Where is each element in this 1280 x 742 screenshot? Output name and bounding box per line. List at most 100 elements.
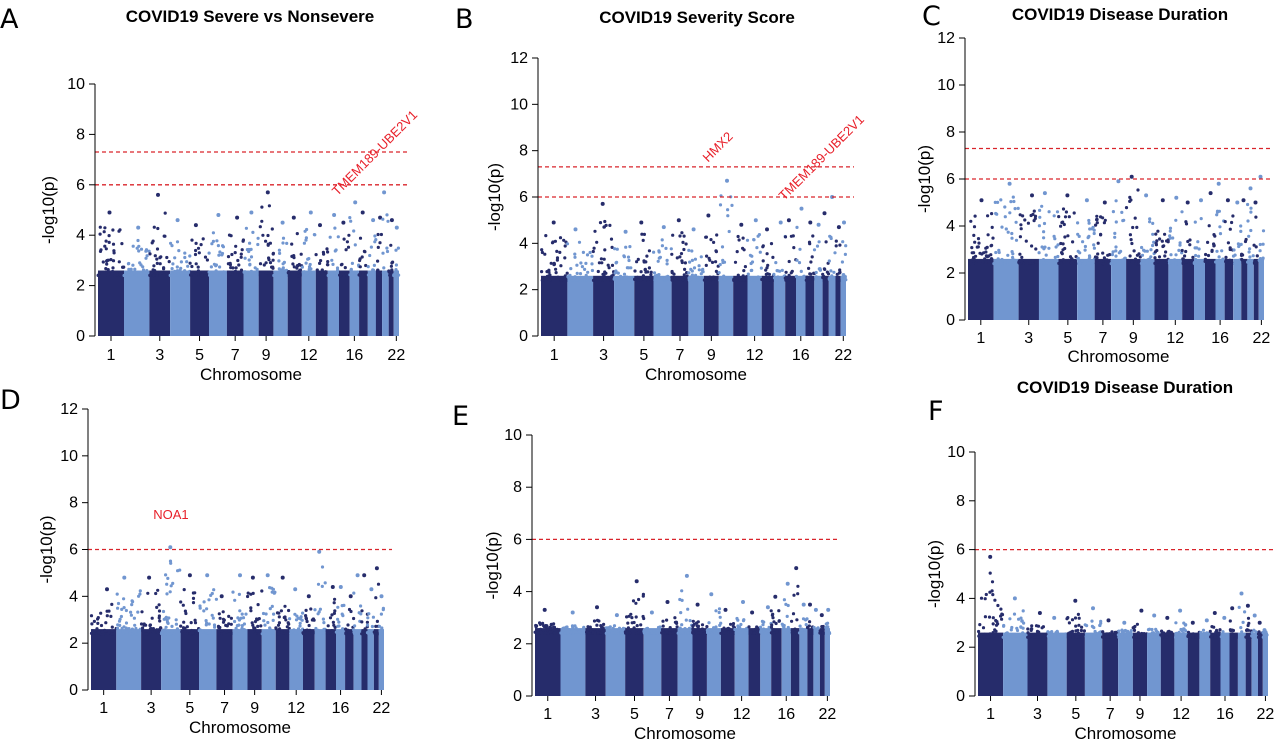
snp-point: [1151, 631, 1155, 635]
snp-point: [272, 612, 276, 616]
snp-point: [718, 203, 723, 207]
snp-point: [647, 266, 652, 270]
snp-point: [792, 593, 796, 597]
snp-point: [678, 255, 682, 259]
snp-point: [336, 631, 340, 635]
snp-point: [305, 628, 309, 632]
snp-point: [544, 631, 548, 635]
snp-point: [245, 631, 249, 635]
snp-point: [1042, 247, 1046, 251]
snp-point: [1019, 223, 1023, 227]
chromosome-band: [1126, 258, 1141, 320]
snp-point: [774, 278, 778, 282]
snp-point: [635, 275, 640, 279]
snp-point: [155, 247, 160, 251]
snp-point: [648, 628, 652, 633]
peak-point: [808, 220, 813, 225]
snp-point: [1213, 635, 1217, 640]
snp-point: [1101, 251, 1105, 255]
snp-point: [661, 624, 665, 628]
snp-point: [1003, 205, 1007, 209]
snp-point: [699, 278, 704, 282]
chromosome-band: [1027, 632, 1048, 696]
chromosome-band: [190, 270, 209, 336]
snp-point: [366, 265, 370, 269]
snp-point: [782, 624, 786, 628]
snp-point: [578, 630, 582, 634]
chromosome-band: [760, 628, 772, 696]
snp-point: [1061, 242, 1065, 246]
snp-point: [233, 251, 237, 255]
snp-point: [1051, 261, 1055, 265]
snp-point: [330, 629, 334, 633]
snp-point: [326, 250, 330, 254]
snp-point: [534, 625, 538, 629]
snp-point: [799, 269, 803, 273]
snp-point: [1218, 628, 1222, 632]
snp-point: [1135, 622, 1139, 626]
chromosome-band: [209, 270, 227, 336]
snp-point: [341, 614, 345, 618]
chromosome-band: [359, 270, 368, 336]
snp-point: [582, 626, 586, 630]
x-tick-label: 3: [591, 706, 600, 723]
snp-point: [1218, 225, 1222, 229]
snp-point: [1099, 232, 1103, 236]
peak-point: [136, 225, 141, 230]
snp-point: [1212, 243, 1216, 248]
snp-point: [747, 275, 751, 279]
snp-point: [1255, 254, 1259, 258]
panel-b: B COVID19 Severity Score024681012-log10(p…: [455, 4, 867, 384]
snp-point: [554, 271, 558, 275]
snp-point: [604, 626, 608, 630]
peak-point: [819, 613, 824, 618]
y-tick-label: 4: [69, 588, 78, 605]
snp-point: [994, 629, 998, 633]
snp-point: [809, 629, 813, 633]
snp-point: [1254, 260, 1258, 265]
snp-point: [1261, 229, 1266, 233]
panel-letter: B: [455, 4, 474, 35]
snp-point: [168, 590, 172, 594]
snp-point: [769, 609, 773, 613]
y-axis-label: -log10(p): [483, 531, 502, 599]
snp-point: [978, 623, 982, 627]
snp-point: [174, 273, 178, 277]
snp-point: [1093, 629, 1097, 634]
snp-point: [1132, 259, 1136, 263]
peak-point: [801, 602, 806, 607]
snp-point: [222, 272, 226, 276]
snp-point: [658, 255, 663, 259]
snp-point: [711, 277, 716, 281]
snp-point: [657, 273, 661, 277]
snp-point: [274, 626, 278, 630]
snp-point: [737, 238, 741, 242]
snp-point: [281, 241, 285, 245]
snp-point: [1243, 239, 1248, 244]
peak-point: [988, 554, 993, 559]
snp-point: [231, 273, 235, 277]
chromosome-band: [1210, 632, 1221, 696]
y-tick-label: 10: [504, 427, 522, 444]
peak-point: [306, 594, 311, 599]
snp-point: [1128, 233, 1132, 237]
snp-point: [797, 631, 802, 635]
snp-point: [1201, 628, 1206, 632]
snp-point: [559, 278, 564, 282]
snp-point: [1092, 626, 1096, 630]
snp-point: [119, 273, 124, 277]
y-tick-label: 10: [67, 76, 85, 93]
peak-point: [280, 575, 285, 580]
snp-point: [736, 234, 740, 239]
snp-point: [366, 616, 370, 620]
snp-point: [253, 620, 257, 624]
snp-point: [598, 221, 603, 225]
snp-point: [162, 234, 166, 238]
snp-point: [1123, 256, 1127, 260]
snp-point: [752, 631, 756, 635]
snp-point: [221, 245, 225, 249]
snp-point: [991, 631, 995, 635]
snp-point: [1067, 621, 1071, 625]
snp-point: [1047, 210, 1051, 214]
